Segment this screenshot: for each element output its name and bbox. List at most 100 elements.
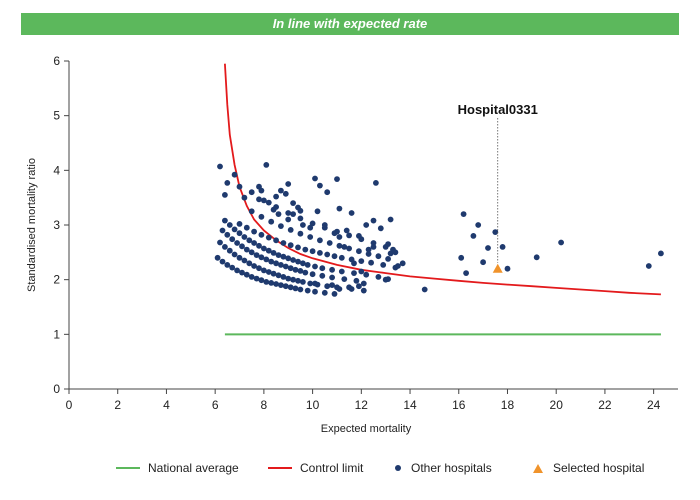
hospital-point bbox=[239, 243, 245, 250]
selected-hospital-group: Hospital0331 bbox=[458, 102, 538, 273]
hospital-point bbox=[251, 228, 257, 235]
hospital-point bbox=[275, 211, 282, 218]
hospital-point bbox=[285, 255, 292, 262]
hospital-point bbox=[365, 251, 372, 257]
hospital-point bbox=[312, 288, 318, 295]
hospital-point bbox=[280, 274, 287, 280]
x-tick-label: 2 bbox=[114, 398, 121, 412]
hospital-point bbox=[324, 251, 331, 258]
hospital-point bbox=[373, 180, 379, 186]
selected-hospital-swatch bbox=[533, 463, 543, 473]
hospital-point bbox=[458, 254, 465, 261]
hospital-point bbox=[231, 226, 238, 233]
hospital-point bbox=[331, 230, 338, 237]
hospital-point bbox=[348, 210, 355, 216]
hospital-point bbox=[307, 280, 314, 287]
hospital-point bbox=[380, 262, 387, 268]
hospital-point bbox=[241, 194, 248, 201]
hospital-point bbox=[329, 274, 335, 281]
hospital-point bbox=[480, 259, 486, 266]
hospital-point bbox=[295, 244, 301, 251]
hospital-point bbox=[263, 256, 270, 263]
hospital-point bbox=[253, 252, 260, 258]
hospital-point bbox=[360, 287, 367, 294]
reference-lines bbox=[224, 63, 661, 336]
hospital-point bbox=[499, 244, 506, 250]
hospital-point bbox=[558, 239, 564, 246]
hospital-point bbox=[297, 215, 304, 222]
hospital-point bbox=[253, 275, 260, 282]
hospital-point bbox=[387, 216, 394, 223]
hospital-point bbox=[382, 276, 389, 283]
x-tick-label: 6 bbox=[212, 398, 219, 412]
hospital-point bbox=[246, 237, 253, 244]
hospital-point bbox=[377, 225, 384, 232]
hospital-point bbox=[270, 270, 277, 277]
hospital-point bbox=[317, 182, 323, 189]
hospital-point bbox=[243, 224, 250, 231]
hospital-point bbox=[217, 239, 223, 246]
hospital-point bbox=[248, 208, 255, 215]
hospital-point bbox=[334, 176, 340, 183]
y-tick-label: 3 bbox=[53, 218, 60, 232]
hospital-point bbox=[297, 207, 304, 214]
hospital-point bbox=[343, 227, 350, 234]
hospital-point bbox=[222, 217, 228, 224]
legend-selected-hospital-label: Selected hospital bbox=[553, 461, 645, 475]
rating-banner: In line with expected rate bbox=[21, 13, 679, 35]
hospital-point bbox=[302, 246, 309, 253]
hospital-point bbox=[399, 260, 406, 267]
x-tick-label: 0 bbox=[66, 398, 73, 412]
hospital-point bbox=[234, 240, 241, 246]
legend-selected-hospital: Selected hospital bbox=[533, 458, 644, 478]
hospital-point bbox=[290, 200, 296, 207]
hospital-point bbox=[346, 284, 352, 291]
hospital-point bbox=[285, 210, 292, 216]
hospital-point bbox=[256, 265, 262, 272]
hospital-point bbox=[485, 245, 491, 251]
hospital-point bbox=[241, 234, 248, 240]
hospital-point bbox=[460, 211, 467, 218]
hospital-point bbox=[248, 249, 255, 256]
hospital-point bbox=[300, 222, 306, 228]
hospital-point bbox=[329, 266, 335, 273]
hospital-point bbox=[224, 262, 231, 268]
hospital-point bbox=[229, 236, 236, 243]
hospital-point bbox=[356, 233, 362, 239]
hospital-point bbox=[278, 282, 284, 288]
hospital-point bbox=[278, 223, 284, 230]
hospital-point bbox=[290, 257, 296, 263]
x-axis-label: Expected mortality bbox=[321, 423, 412, 435]
hospital-point bbox=[324, 283, 331, 290]
hospital-point bbox=[285, 181, 292, 187]
hospital-point bbox=[251, 263, 257, 269]
hospital-point bbox=[285, 275, 292, 282]
x-tick-label: 8 bbox=[261, 398, 268, 412]
hospital-point bbox=[300, 279, 306, 285]
hospital-point bbox=[358, 268, 365, 275]
hospital-point bbox=[321, 289, 328, 296]
hospital-point bbox=[317, 250, 323, 256]
x-tick-label: 20 bbox=[550, 398, 564, 412]
hospital-point bbox=[297, 286, 304, 293]
hospital-point bbox=[265, 269, 272, 275]
hospital-point bbox=[234, 267, 241, 274]
hospital-point bbox=[219, 258, 226, 265]
hospital-point bbox=[504, 265, 511, 272]
hospital-point bbox=[263, 279, 270, 285]
x-tick-label: 12 bbox=[355, 398, 369, 412]
hospital-point bbox=[375, 274, 382, 280]
hospital-point bbox=[321, 222, 328, 228]
hospital-point bbox=[336, 286, 343, 292]
hospital-point bbox=[236, 230, 243, 237]
y-tick-label: 6 bbox=[53, 54, 60, 68]
hospital-point bbox=[273, 193, 279, 200]
hospital-point bbox=[385, 256, 391, 262]
hospital-point bbox=[258, 254, 265, 261]
x-tick-label: 18 bbox=[501, 398, 515, 412]
hospital-point bbox=[292, 266, 299, 273]
hospital-point bbox=[290, 211, 296, 218]
hospital-point bbox=[217, 163, 223, 170]
